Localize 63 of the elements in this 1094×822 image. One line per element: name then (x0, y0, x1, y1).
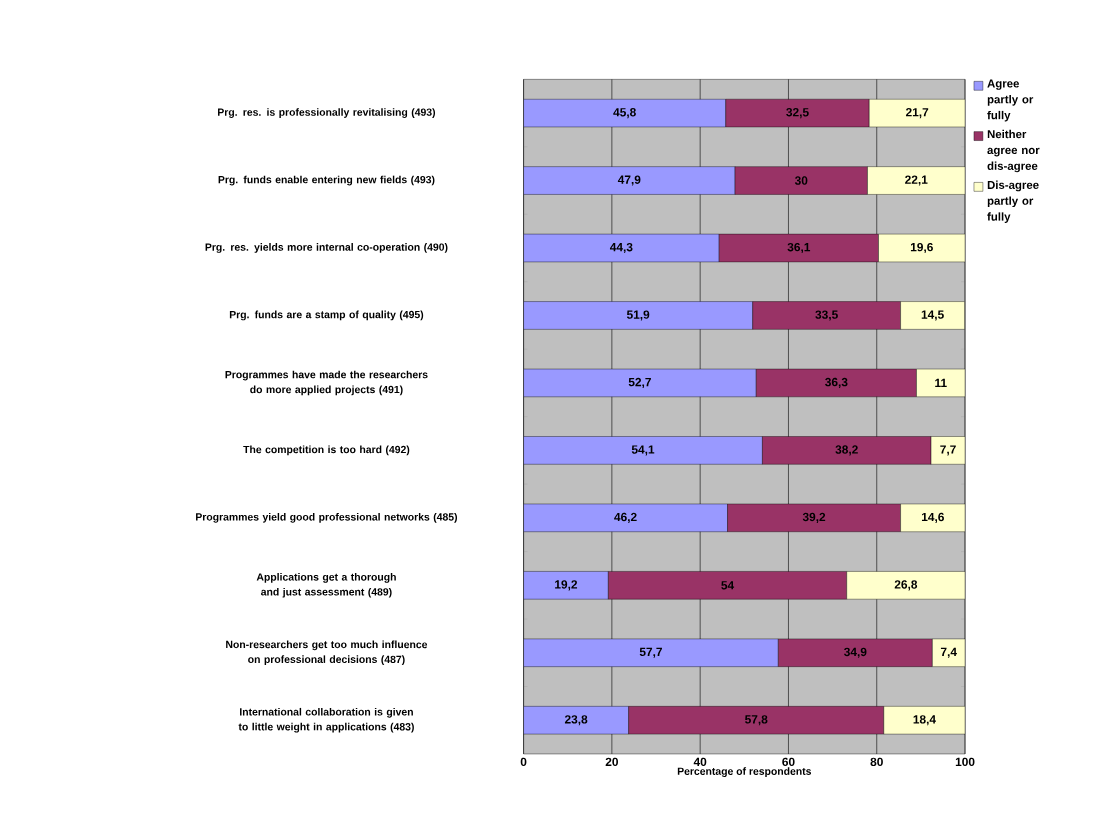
bar (523, 233, 720, 262)
y-tick-label: International collaboration is given to little weight in applications (483) (238, 707, 414, 733)
bar (867, 166, 966, 195)
legend-label: Neither agree nor dis-agree (987, 129, 1040, 173)
data-label: 47,9 (617, 175, 641, 186)
y-tick-label: Programmes yield good professional networks (485) (196, 512, 458, 523)
y-tick-label: Prg. res. is professionally revitalising (493) (218, 108, 436, 118)
data-label: 52,7 (628, 377, 651, 388)
data-label: 32,5 (786, 107, 809, 118)
bar (523, 166, 736, 195)
y-tick-label: Prg. funds are a stamp of quality (495) (229, 310, 424, 321)
bar (523, 503, 728, 532)
bar (523, 638, 779, 667)
data-label: 36,1 (787, 242, 811, 253)
y-tick-label: Programmes have made the researchers do more applied projects (491) (225, 370, 428, 396)
data-label: 34,9 (844, 647, 867, 658)
data-label: 36,3 (825, 377, 848, 388)
data-label: 14,5 (921, 310, 944, 321)
y-tick-label: Prg. funds enable entering new fields (493) (218, 175, 435, 186)
data-label: 14,6 (921, 512, 944, 523)
bar (523, 571, 609, 600)
x-tick-label: 60 (782, 757, 795, 766)
y-tick-label: Applications get a thorough and just assessment (489) (256, 572, 396, 598)
data-label: 23,8 (564, 714, 588, 726)
legend-label: Agree partly or fully (987, 79, 1034, 122)
x-tick-label: 40 (693, 757, 707, 766)
data-label: 54,1 (631, 445, 655, 456)
bar (523, 705, 629, 735)
bar (523, 436, 763, 465)
bar (846, 571, 966, 600)
data-label: 21,7 (905, 107, 929, 118)
x-tick-label: 20 (605, 757, 618, 766)
y-tick-label: Non-researchers get too much influence on professional decisions (487) (226, 640, 428, 665)
data-label: 26,8 (894, 580, 918, 591)
data-label: 46,2 (614, 512, 637, 523)
x-tick-label: 0 (520, 757, 527, 766)
data-label: 57,8 (745, 714, 768, 726)
bar (523, 301, 753, 330)
data-label: 30 (794, 176, 808, 185)
data-label: 54 (721, 580, 735, 590)
data-label: 45,8 (613, 107, 636, 118)
data-label: 33,5 (815, 310, 838, 321)
bar (900, 301, 965, 330)
bar (523, 368, 757, 397)
x-axis-title: Percentage of respondents (677, 767, 812, 777)
data-label: 22,1 (905, 175, 928, 186)
data-label: 11 (935, 378, 947, 387)
data-label: 39,2 (802, 512, 826, 523)
x-tick-label: 80 (870, 757, 883, 766)
data-label: 57,7 (639, 647, 662, 658)
bar (523, 98, 726, 127)
data-label: 18,4 (913, 714, 936, 726)
legend-label: Dis-agree partly or fully (987, 180, 1039, 223)
data-label: 7,7 (940, 445, 956, 456)
data-label: 51,9 (626, 310, 650, 321)
data-label: 38,2 (835, 445, 858, 456)
data-label: 19,6 (910, 242, 933, 253)
y-tick-label: Prg. res. yields more internal co-operation (490) (205, 242, 448, 253)
data-label: 7,4 (940, 647, 957, 658)
data-label: 44,3 (609, 242, 633, 253)
y-tick-label: The competition is too hard (492) (243, 445, 410, 456)
x-tick-label: 100 (955, 757, 975, 766)
data-label: 19,2 (555, 580, 578, 591)
